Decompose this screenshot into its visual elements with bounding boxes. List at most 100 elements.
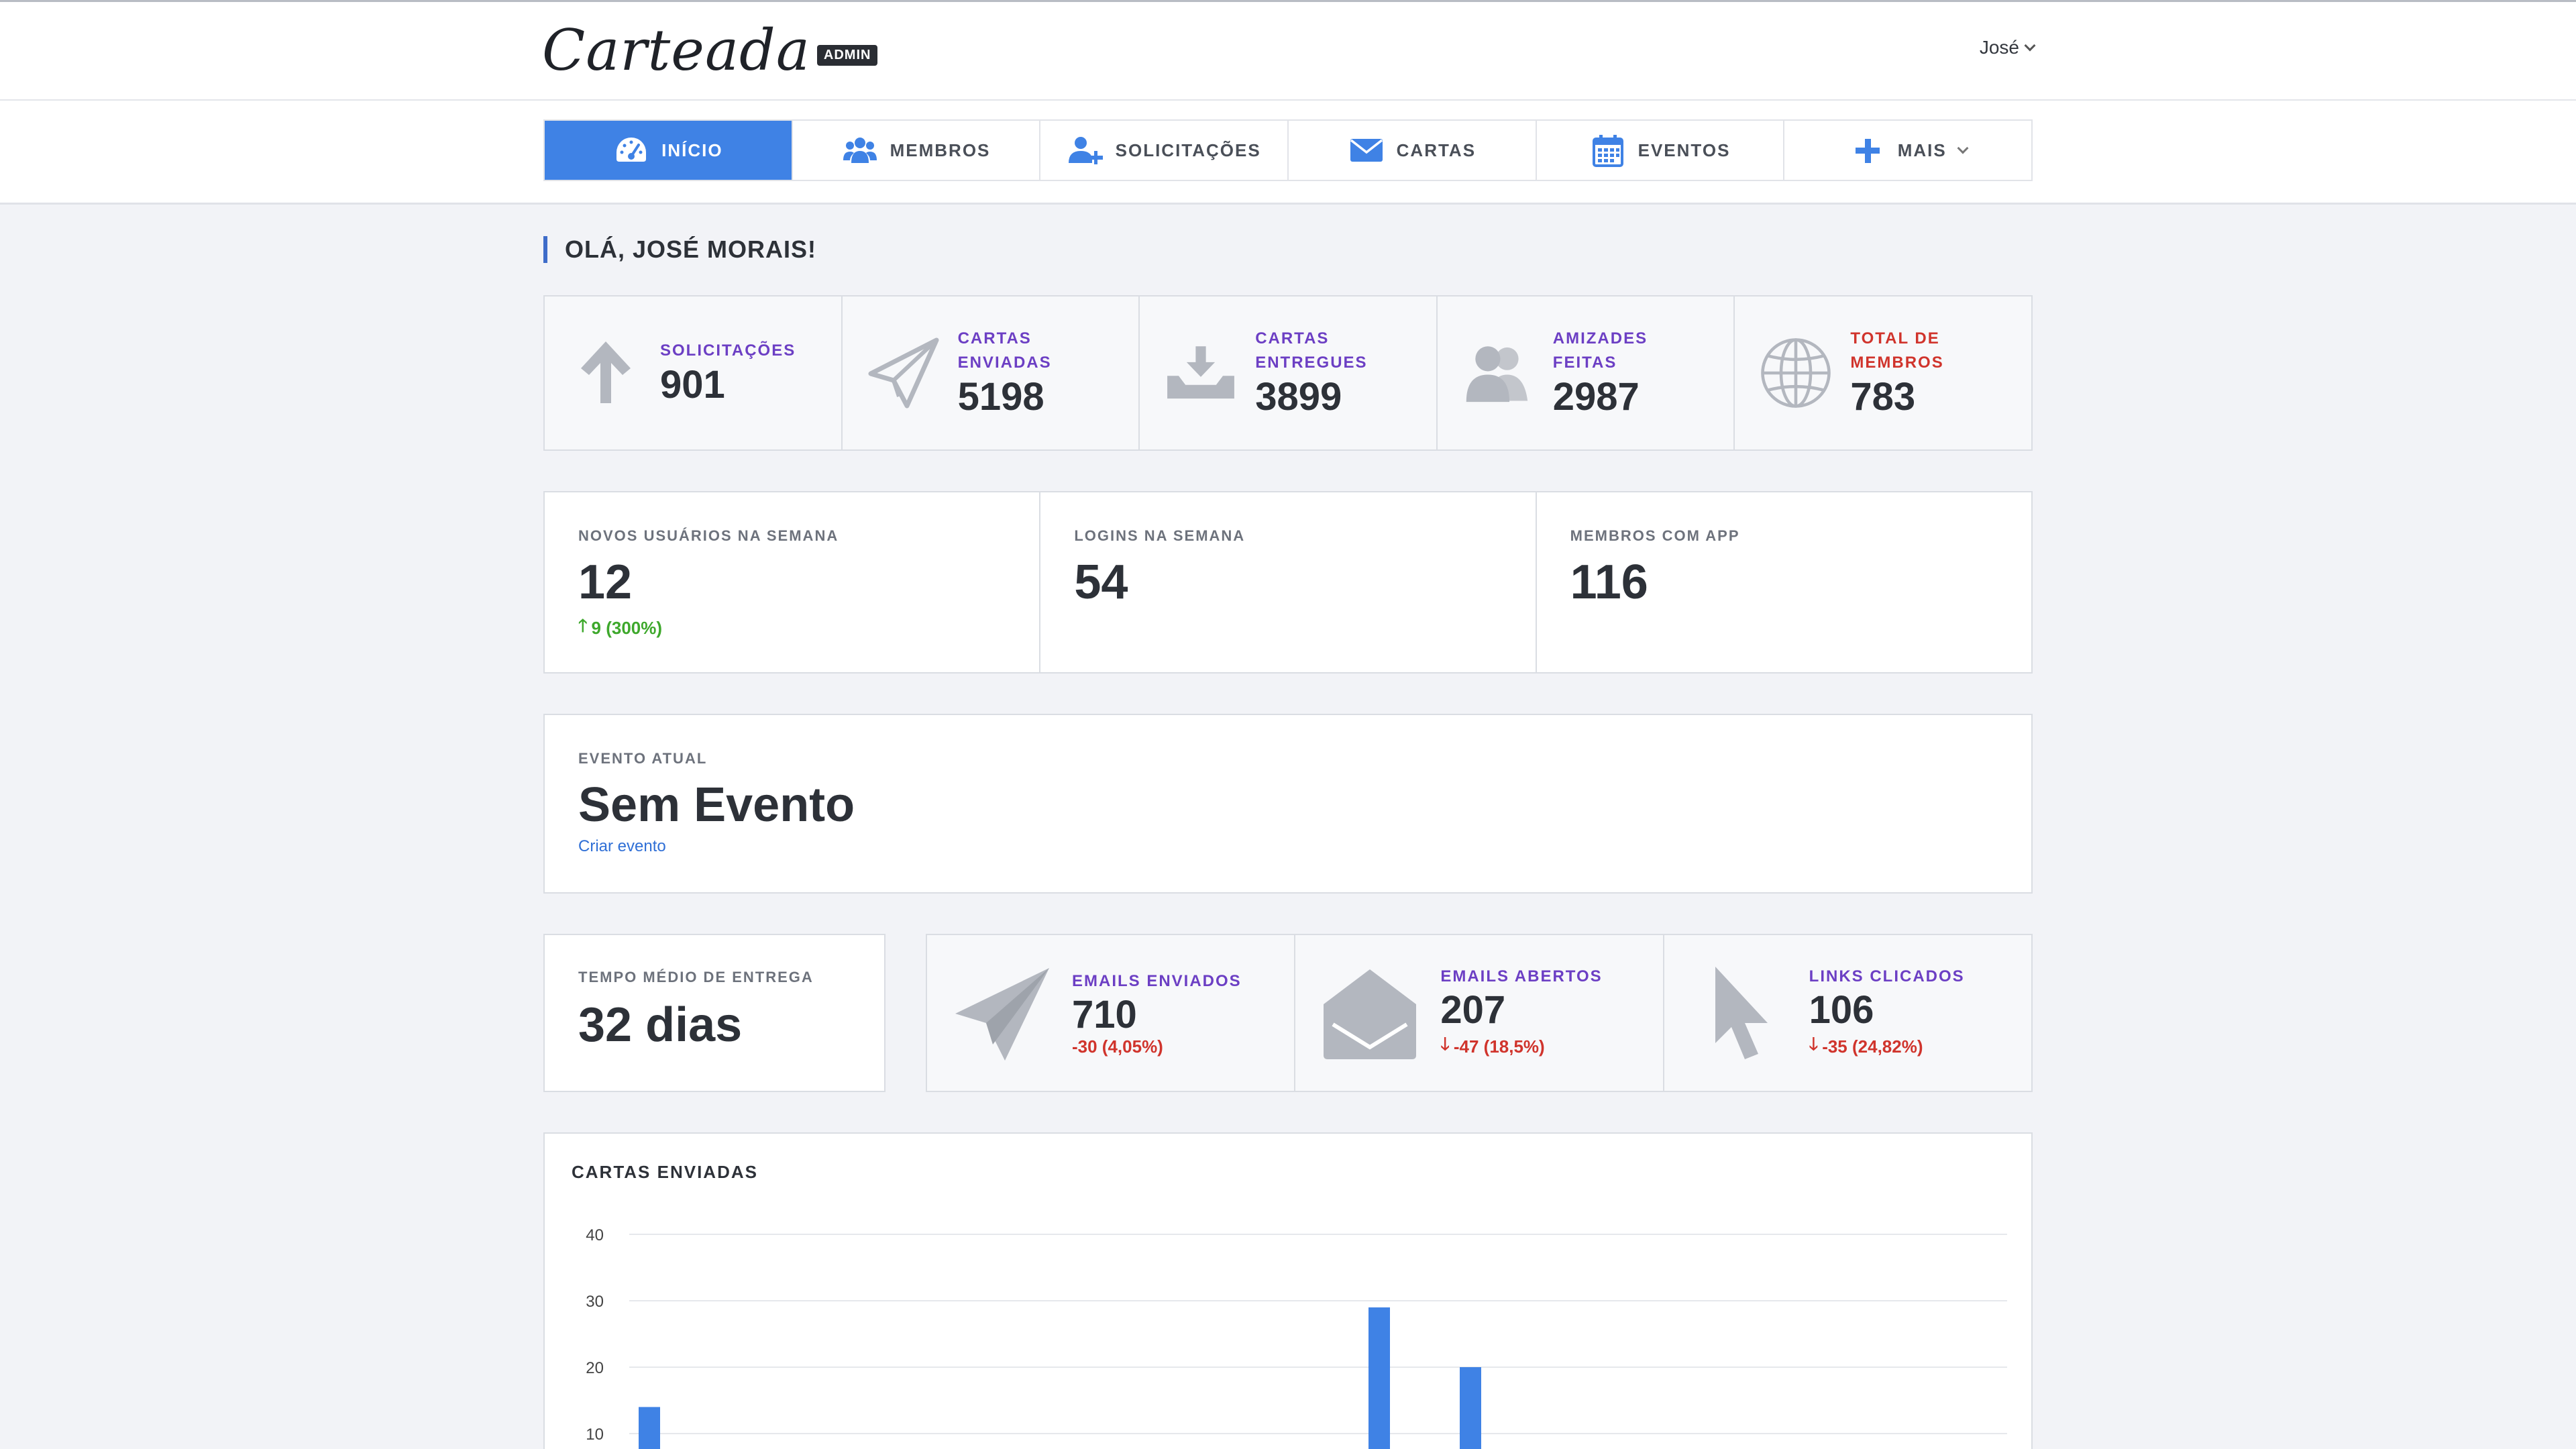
tab-label: CARTAS bbox=[1396, 140, 1477, 160]
stat-cartas-enviadas[interactable]: CARTAS ENVIADAS 5198 bbox=[843, 297, 1140, 449]
stat-emails-enviados[interactable]: EMAILS ENVIADOS 710 -30 (4,05%) bbox=[927, 935, 1296, 1091]
stat-label: NOVOS USUÁRIOS NA SEMANA bbox=[578, 527, 839, 544]
stat-value: 106 bbox=[1809, 988, 1874, 1032]
y-tick-label: 30 bbox=[586, 1293, 604, 1311]
stat-value: 3899 bbox=[1255, 375, 1342, 419]
tab-solicitacoes[interactable]: SOLICITAÇÕES bbox=[1040, 121, 1289, 180]
stat-logins[interactable]: LOGINS NA SEMANA 54 bbox=[1040, 492, 1537, 672]
stat-links-clicados[interactable]: LINKS CLICADOS 106 🡓 -35 (24,82%) bbox=[1664, 935, 2031, 1091]
delta-badge: 🡑 9 (300%) bbox=[578, 613, 1039, 643]
current-event: EVENTO ATUAL Sem Evento Criar evento bbox=[543, 714, 2033, 894]
stat-label: EMAILS ENVIADOS bbox=[1072, 971, 1242, 990]
weekly-stats: NOVOS USUÁRIOS NA SEMANA 12 🡑 9 (300%) L… bbox=[543, 491, 2033, 674]
main-nav: INÍCIO MEMBROS SOLICITAÇÕES C bbox=[543, 119, 2033, 181]
email-stats: EMAILS ENVIADOS 710 -30 (4,05%) EMAILS A… bbox=[926, 934, 2033, 1092]
stat-label: MEMBROS COM APP bbox=[1570, 527, 1740, 544]
stat-label: FEITAS bbox=[1552, 354, 1617, 372]
user-menu[interactable]: José bbox=[1979, 37, 2036, 58]
paper-plane-icon bbox=[955, 968, 1049, 1061]
delta-text: 9 (300%) bbox=[591, 617, 663, 638]
logo[interactable]: Carteada ADMIN bbox=[542, 17, 878, 84]
nav-bar: INÍCIO MEMBROS SOLICITAÇÕES C bbox=[0, 101, 2576, 205]
arrow-up-icon bbox=[581, 341, 631, 403]
stat-label: MEMBROS bbox=[1850, 354, 1944, 372]
y-tick-label: 20 bbox=[586, 1359, 604, 1377]
stat-amizades[interactable]: AMIZADES FEITAS 2987 bbox=[1438, 297, 1735, 449]
delta-badge: 🡓 -35 (24,82%) bbox=[1809, 1032, 1965, 1061]
create-event-link[interactable]: Criar evento bbox=[578, 837, 666, 855]
delta-badge: -30 (4,05%) bbox=[1072, 1036, 1242, 1057]
stat-value: 783 bbox=[1850, 375, 1916, 419]
delivery-time: TEMPO MÉDIO DE ENTREGA 32 dias bbox=[543, 934, 885, 1092]
user-plus-icon bbox=[1068, 137, 1103, 164]
globe-icon bbox=[1761, 338, 1831, 408]
tab-membros[interactable]: MEMBROS bbox=[792, 121, 1041, 180]
chart-bar[interactable] bbox=[1460, 1367, 1481, 1449]
stat-label: CARTAS bbox=[957, 329, 1032, 347]
stat-label: SOLICITAÇÕES bbox=[660, 341, 796, 360]
tab-eventos[interactable]: EVENTOS bbox=[1536, 121, 1785, 180]
event-label: EVENTO ATUAL bbox=[578, 750, 708, 767]
dashboard-icon bbox=[616, 138, 647, 162]
top-header: Carteada ADMIN José bbox=[0, 0, 2576, 101]
tab-inicio[interactable]: INÍCIO bbox=[545, 121, 793, 180]
stat-value: 2987 bbox=[1552, 375, 1640, 419]
arrow-down-icon: 🡓 bbox=[1440, 1034, 1450, 1054]
stat-value: 901 bbox=[660, 363, 725, 407]
tab-mais[interactable]: MAIS bbox=[1784, 121, 2032, 180]
bar-chart: 10 20 30 40 bbox=[586, 1226, 2007, 1449]
tab-cartas[interactable]: CARTAS bbox=[1289, 121, 1537, 180]
delta-badge: 🡓 -47 (18,5%) bbox=[1440, 1032, 1602, 1061]
chevron-down-icon bbox=[2024, 40, 2036, 52]
arrow-up-icon: 🡑 bbox=[578, 615, 588, 635]
stat-label: LINKS CLICADOS bbox=[1809, 967, 1965, 985]
users-icon bbox=[1466, 346, 1527, 402]
stat-value: 207 bbox=[1440, 988, 1506, 1032]
stat-value: 12 bbox=[578, 555, 633, 609]
users-icon bbox=[843, 138, 877, 163]
stat-label: CARTAS bbox=[1255, 329, 1330, 347]
user-name: José bbox=[1979, 37, 2019, 58]
cursor-icon bbox=[1715, 967, 1768, 1059]
paper-plane-icon bbox=[868, 337, 939, 409]
stat-cartas-entregues[interactable]: CARTAS ENTREGUES 3899 bbox=[1140, 297, 1438, 449]
inbox-download-icon bbox=[1167, 346, 1235, 399]
arrow-down-icon: 🡓 bbox=[1809, 1034, 1819, 1054]
stat-label: TOTAL DE bbox=[1850, 329, 1940, 347]
summary-stats: SOLICITAÇÕES 901 CARTAS ENVIADAS 5198 CA… bbox=[543, 295, 2033, 451]
chart-cartas-enviadas: CARTAS ENVIADAS 10 20 30 40 bbox=[543, 1132, 2033, 1449]
stat-label: ENVIADAS bbox=[957, 354, 1052, 372]
stat-novos-usuarios[interactable]: NOVOS USUÁRIOS NA SEMANA 12 🡑 9 (300%) bbox=[545, 492, 1041, 672]
delta-text: -35 (24,82%) bbox=[1822, 1036, 1923, 1057]
stat-label: AMIZADES bbox=[1552, 329, 1648, 347]
tab-label: INÍCIO bbox=[661, 140, 723, 160]
delivery-value: 32 dias bbox=[578, 998, 743, 1052]
plus-icon bbox=[1855, 139, 1880, 163]
event-title: Sem Evento bbox=[578, 778, 855, 832]
admin-badge: ADMIN bbox=[816, 44, 878, 66]
y-tick-label: 40 bbox=[586, 1226, 604, 1244]
stat-value: 710 bbox=[1072, 992, 1137, 1036]
delta-text: -30 (4,05%) bbox=[1072, 1036, 1163, 1057]
stat-value: 54 bbox=[1074, 555, 1128, 609]
stat-solicitacoes[interactable]: SOLICITAÇÕES 901 bbox=[545, 297, 843, 449]
tab-label: MEMBROS bbox=[890, 140, 991, 160]
tab-label: SOLICITAÇÕES bbox=[1115, 140, 1261, 160]
calendar-icon bbox=[1592, 135, 1623, 167]
delta-text: -47 (18,5%) bbox=[1453, 1036, 1545, 1057]
y-tick-label: 10 bbox=[586, 1426, 604, 1444]
stat-emails-abertos[interactable]: EMAILS ABERTOS 207 🡓 -47 (18,5%) bbox=[1295, 935, 1664, 1091]
stat-membros-app[interactable]: MEMBROS COM APP 116 bbox=[1537, 492, 2031, 672]
stat-label: EMAILS ABERTOS bbox=[1440, 967, 1603, 985]
chart-bar[interactable] bbox=[1368, 1307, 1390, 1449]
chart-bar[interactable] bbox=[639, 1407, 660, 1449]
envelope-open-icon bbox=[1324, 969, 1417, 1059]
delivery-label: TEMPO MÉDIO DE ENTREGA bbox=[578, 969, 814, 985]
page-title: OLÁ, JOSÉ MORAIS! bbox=[543, 236, 816, 263]
stat-label: ENTREGUES bbox=[1255, 354, 1368, 372]
envelope-icon bbox=[1350, 139, 1383, 162]
chevron-down-icon bbox=[1957, 142, 1969, 154]
tab-label: MAIS bbox=[1897, 140, 1947, 160]
tab-label: EVENTOS bbox=[1638, 140, 1731, 160]
stat-total-membros[interactable]: TOTAL DE MEMBROS 783 bbox=[1735, 297, 2031, 449]
